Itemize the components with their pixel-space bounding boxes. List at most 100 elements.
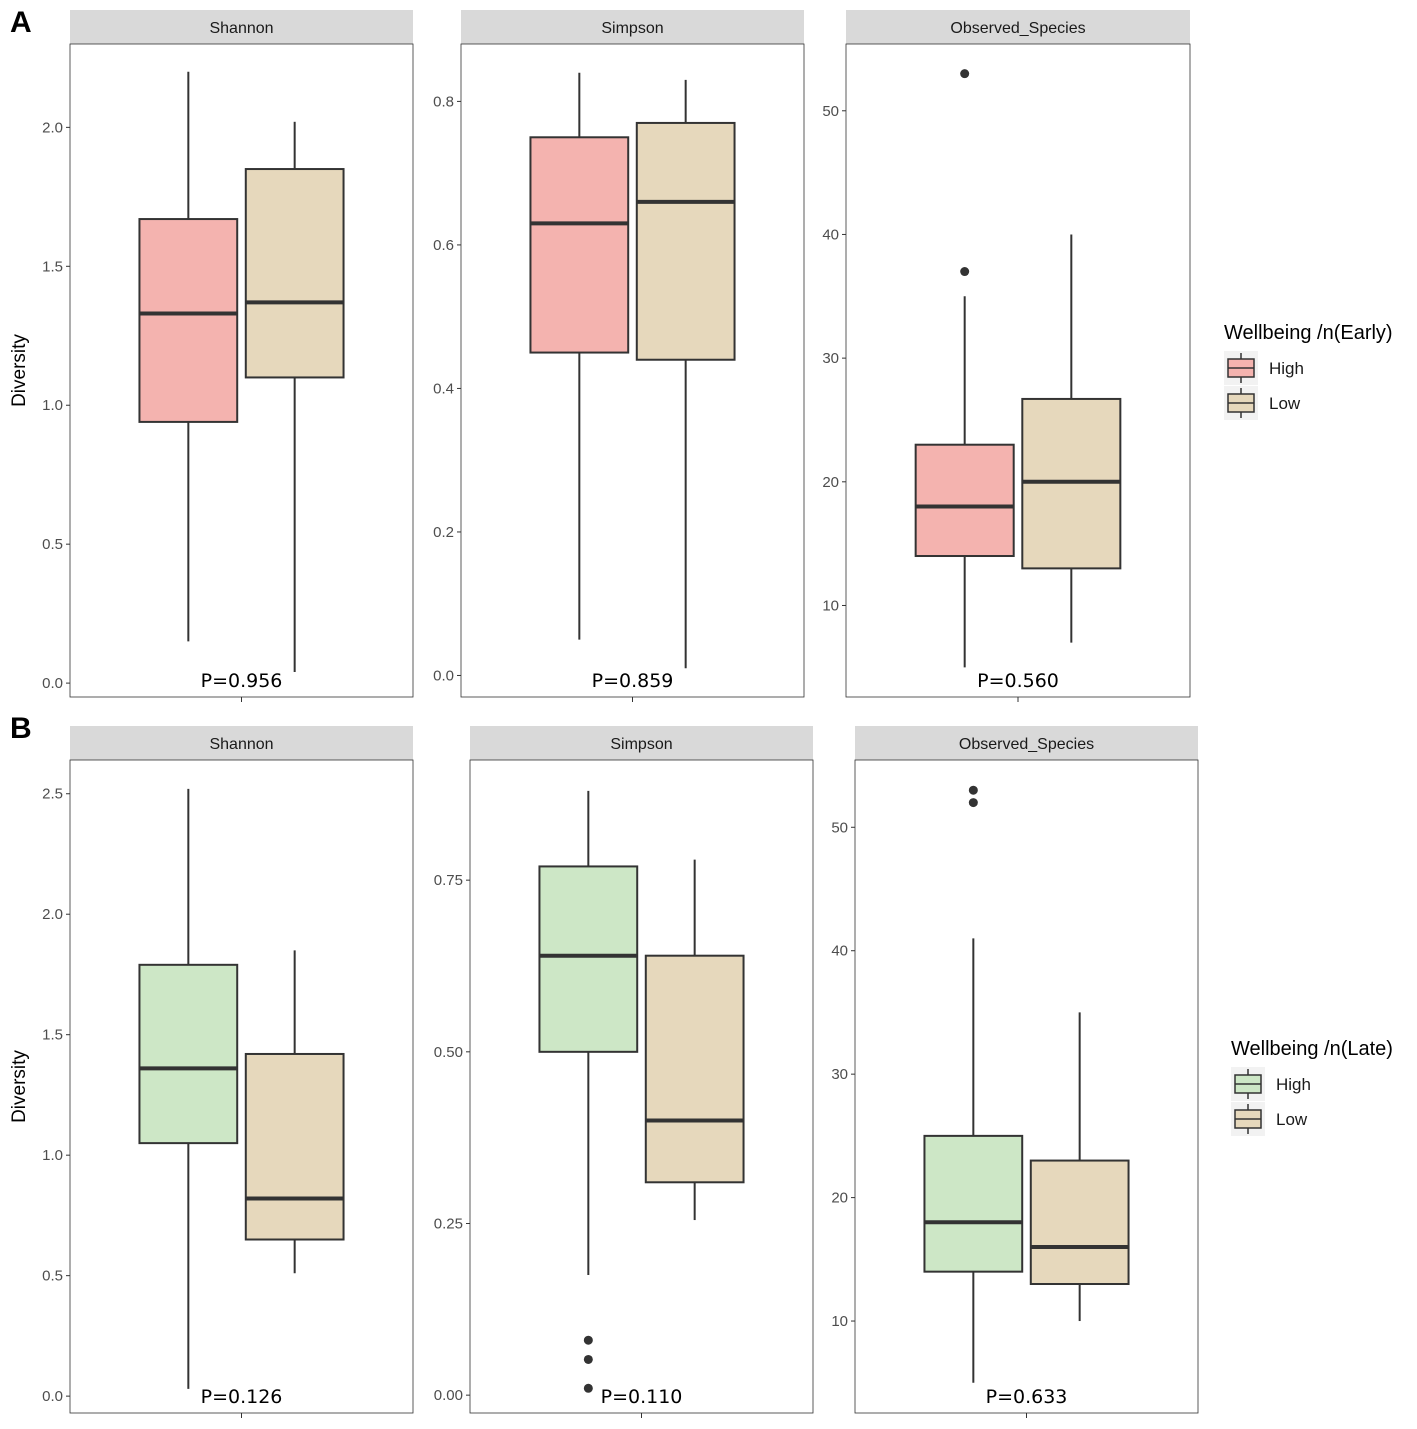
plot-area (69, 759, 414, 1414)
panel-letter: B (10, 712, 32, 745)
box-iqr (635, 121, 736, 361)
legend: Wellbeing /n(Late) High Low (1231, 1038, 1393, 1136)
facet-simpson: Simpson 0.00 0.25 0.50 0.75 P=0.110 (434, 726, 814, 1418)
panel-letter: A (10, 6, 32, 39)
y-tick-label: 0.2 (433, 524, 454, 541)
plot-area (854, 759, 1199, 1414)
box-low (1021, 234, 1122, 643)
facet-strip (70, 726, 413, 760)
facet-shannon: Shannon 0.0 0.5 1.0 1.5 2.0 2.5 P=0.126 (42, 726, 414, 1418)
outlier-point (583, 1335, 593, 1345)
facet-title: Simpson (610, 736, 672, 753)
outlier-point (583, 1383, 593, 1393)
facet-simpson: Simpson 0.0 0.2 0.4 0.6 0.8 P=0.859 (433, 10, 805, 702)
facet-title: Observed_Species (950, 20, 1085, 37)
y-tick-label: 2.5 (42, 786, 63, 803)
box-high (923, 785, 1024, 1383)
y-tick-label: 20 (822, 474, 839, 491)
y-tick-label: 40 (822, 226, 839, 243)
facet-title: Shannon (209, 736, 273, 753)
y-tick-label: 10 (831, 1313, 848, 1330)
y-tick-label: 20 (831, 1190, 848, 1207)
y-tick-label: 0.4 (433, 380, 454, 397)
y-tick-label: 10 (822, 597, 839, 614)
y-tick-label: 0.25 (434, 1215, 463, 1232)
box-iqr (538, 865, 639, 1053)
box-iqr (244, 1052, 345, 1241)
facet-title: Simpson (601, 20, 663, 37)
y-tick-label: 1.5 (42, 258, 63, 275)
p-value: P=0.633 (986, 1386, 1068, 1408)
facet-observed-species: Observed_Species 10 20 30 40 50 P=0.633 (831, 726, 1199, 1418)
y-tick-label: 0.0 (42, 1388, 63, 1405)
y-tick-label: 1.0 (42, 1147, 63, 1164)
box-low (1029, 1012, 1130, 1322)
panel-b: B Diversity Shannon 0.0 0.5 1.0 1.5 2.0 2.5 P=0.1… (9, 712, 1393, 1418)
legend-label: High (1276, 1075, 1311, 1094)
box-high (529, 72, 630, 640)
outlier-point (968, 785, 978, 795)
legend: Wellbeing /n(Early) High Low (1224, 322, 1393, 420)
facet-title: Observed_Species (959, 736, 1094, 753)
box-high (914, 69, 1015, 668)
box-iqr (923, 1134, 1024, 1273)
plot-area (460, 43, 805, 698)
y-tick-label: 2.0 (42, 906, 63, 923)
box-high (138, 71, 239, 642)
y-tick-label: 40 (831, 943, 848, 960)
box-high (138, 788, 239, 1389)
p-value: P=0.560 (977, 670, 1059, 692)
facet-strip (855, 726, 1198, 760)
outlier-point (968, 798, 978, 808)
box-iqr (1029, 1159, 1130, 1286)
p-value: P=0.956 (201, 670, 283, 692)
legend-title: Wellbeing /n(Early) (1224, 322, 1393, 344)
y-tick-label: 0.5 (42, 536, 63, 553)
y-tick-label: 0.0 (42, 675, 63, 692)
legend-label: High (1269, 359, 1304, 378)
y-tick-label: 0.75 (434, 872, 463, 889)
y-tick-label: 0.00 (434, 1387, 463, 1404)
facet-shannon: Shannon 0.0 0.5 1.0 1.5 2.0 P=0.956 (42, 10, 414, 702)
y-axis-label: Diversity (9, 334, 30, 407)
facet-strip (70, 10, 413, 44)
box-low (644, 859, 745, 1221)
plot-area (69, 43, 414, 698)
y-tick-label: 2.0 (42, 119, 63, 136)
y-tick-label: 30 (822, 350, 839, 367)
legend-title: Wellbeing /n(Late) (1231, 1038, 1393, 1060)
p-value: P=0.110 (601, 1386, 683, 1408)
box-iqr (138, 963, 239, 1145)
y-tick-label: 30 (831, 1066, 848, 1083)
outlier-point (583, 1354, 593, 1364)
plot-area (845, 43, 1191, 698)
facet-strip (461, 10, 804, 44)
y-tick-label: 0.0 (433, 667, 454, 684)
facet-observed-species: Observed_Species 10 20 30 40 50 P=0.560 (822, 10, 1191, 702)
box-iqr (644, 954, 745, 1184)
box-low (244, 121, 345, 672)
p-value: P=0.126 (201, 1386, 283, 1408)
legend-label: Low (1276, 1110, 1308, 1129)
box-low (635, 79, 736, 669)
legend-label: Low (1269, 394, 1301, 413)
box-low (244, 950, 345, 1274)
outlier-point (960, 69, 970, 79)
y-axis-label: Diversity (9, 1050, 30, 1123)
y-tick-label: 50 (822, 103, 839, 120)
plot-area (469, 759, 814, 1414)
y-tick-label: 0.5 (42, 1268, 63, 1285)
box-iqr (244, 168, 345, 379)
box-iqr (529, 136, 630, 354)
facet-strip (470, 726, 813, 760)
y-tick-label: 50 (831, 819, 848, 836)
panel-a: ADiversityShannon0.00.51.01.52.0P=0.956S… (9, 6, 1393, 702)
p-value: P=0.859 (592, 670, 674, 692)
box-high (538, 790, 639, 1393)
outlier-point (960, 267, 970, 277)
box-iqr (914, 443, 1015, 558)
box-iqr (138, 218, 239, 423)
y-tick-label: 1.0 (42, 397, 63, 414)
